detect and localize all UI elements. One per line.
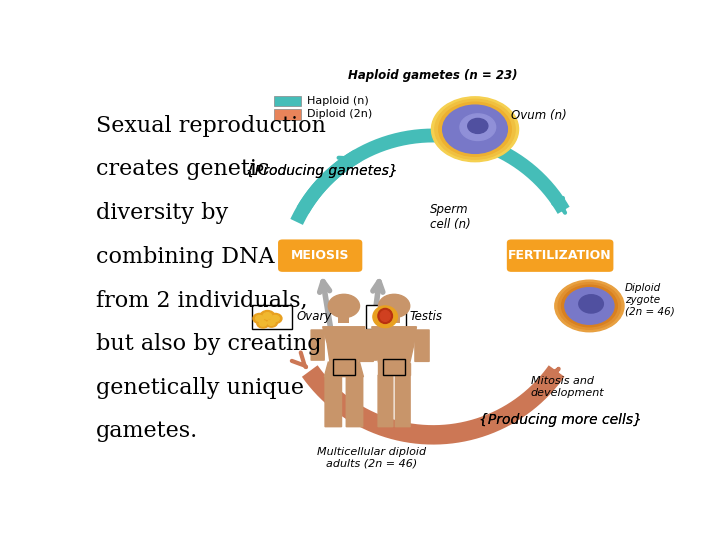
Text: Diploid (2n): Diploid (2n) [307, 110, 372, 119]
Circle shape [558, 282, 621, 329]
FancyBboxPatch shape [359, 329, 374, 362]
Ellipse shape [373, 306, 397, 328]
Circle shape [468, 118, 488, 133]
Circle shape [460, 114, 495, 140]
Text: genetically unique: genetically unique [96, 377, 304, 399]
FancyBboxPatch shape [338, 310, 349, 322]
Circle shape [379, 294, 410, 318]
Polygon shape [372, 327, 416, 363]
Text: Sexual reproduction: Sexual reproduction [96, 114, 325, 137]
Circle shape [438, 102, 511, 156]
Text: combining DNA: combining DNA [96, 246, 274, 268]
Polygon shape [379, 363, 410, 375]
FancyBboxPatch shape [395, 375, 411, 427]
FancyBboxPatch shape [274, 96, 301, 106]
Circle shape [253, 313, 266, 323]
Text: Ovum (n): Ovum (n) [511, 109, 567, 122]
Text: {Producing gametes}: {Producing gametes} [246, 164, 398, 178]
FancyBboxPatch shape [310, 329, 325, 361]
Circle shape [268, 320, 275, 325]
FancyBboxPatch shape [366, 305, 406, 329]
FancyBboxPatch shape [363, 329, 377, 361]
Polygon shape [323, 327, 365, 362]
FancyBboxPatch shape [377, 375, 394, 427]
Circle shape [265, 318, 277, 327]
Circle shape [257, 319, 269, 328]
Text: Sperm
cell (n): Sperm cell (n) [431, 202, 471, 231]
FancyBboxPatch shape [507, 239, 613, 272]
Circle shape [562, 285, 617, 327]
Circle shape [435, 99, 516, 159]
Ellipse shape [380, 310, 390, 321]
Circle shape [579, 295, 603, 313]
FancyBboxPatch shape [324, 376, 342, 427]
FancyBboxPatch shape [389, 310, 400, 322]
Circle shape [256, 315, 264, 321]
Text: Haploid gametes (n = 23): Haploid gametes (n = 23) [348, 69, 518, 82]
Text: from 2 individuals,: from 2 individuals, [96, 289, 307, 312]
Circle shape [565, 288, 614, 324]
Text: Ovary: Ovary [297, 310, 332, 323]
Text: but also by creating: but also by creating [96, 333, 321, 355]
Text: creates genetic: creates genetic [96, 158, 269, 180]
Circle shape [263, 313, 271, 319]
Text: {Producing gametes}: {Producing gametes} [246, 164, 398, 178]
Text: {Producing more cells}: {Producing more cells} [480, 413, 642, 427]
Circle shape [555, 280, 624, 332]
FancyBboxPatch shape [346, 376, 364, 427]
Circle shape [269, 313, 282, 323]
Circle shape [328, 294, 359, 318]
FancyBboxPatch shape [278, 239, 362, 272]
Circle shape [260, 310, 275, 321]
Text: gametes.: gametes. [96, 420, 198, 442]
Text: Testis: Testis [410, 310, 443, 323]
FancyBboxPatch shape [252, 305, 292, 329]
Ellipse shape [378, 308, 392, 323]
Text: Multicellular diploid
adults (2n = 46): Multicellular diploid adults (2n = 46) [318, 447, 426, 469]
Circle shape [259, 321, 266, 326]
FancyBboxPatch shape [414, 329, 430, 362]
Text: diversity by: diversity by [96, 202, 228, 224]
Circle shape [443, 105, 508, 153]
Text: Diploid
zygote
(2n = 46): Diploid zygote (2n = 46) [624, 283, 675, 316]
FancyBboxPatch shape [274, 109, 301, 120]
Text: Haploid (n): Haploid (n) [307, 96, 368, 106]
Text: {Producing more cells}: {Producing more cells} [480, 413, 642, 427]
Circle shape [271, 315, 279, 321]
Circle shape [431, 97, 518, 161]
Polygon shape [324, 362, 364, 377]
Text: FERTILIZATION: FERTILIZATION [508, 249, 612, 262]
Text: MEIOSIS: MEIOSIS [291, 249, 349, 262]
Text: Mitosis and
development: Mitosis and development [531, 376, 605, 398]
